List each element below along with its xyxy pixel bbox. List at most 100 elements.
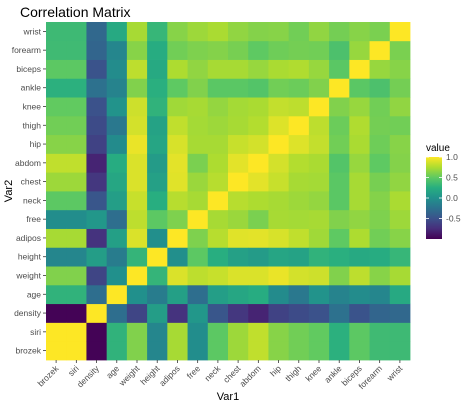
heatmap-cell-height-biceps [147,59,168,79]
heatmap-cell-hip-adipos [268,228,290,248]
heatmap-cell-thigh-height [288,247,310,267]
heatmap-cell-thigh-brozek [288,341,310,361]
y-axis-ticks: brozek siri density age weight height adipos fr… [12,26,46,356]
x-tick-label-density: density [75,363,102,390]
heatmap-cell-neck-abdom [207,153,229,173]
heatmap-cell-neck-weight [207,266,229,286]
heatmap-cell-thigh-knee [288,97,310,117]
y-tick-label-height: height [18,252,42,262]
heatmap-cell-biceps-wrist [349,22,370,42]
heatmap-cell-abdom-knee [248,97,269,117]
heatmap-cell-brozek-abdom [46,153,67,173]
heatmap-cell-neck-biceps [207,59,229,79]
heatmap-cell-neck-free [207,209,229,229]
heatmap-cell-abdom-hip [248,134,269,154]
y-tick-label-biceps: biceps [16,64,41,74]
heatmap-cell-thigh-hip [288,134,310,154]
heatmap-cell-height-weight [147,266,168,286]
heatmap-cell-hip-neck [268,191,290,211]
heatmap-cell-adipos-density [167,303,188,323]
x-tick-label-wrist: wrist [384,363,405,384]
heatmap-cell-chest-free [228,209,249,229]
heatmap-cell-free-hip [187,134,209,154]
heatmap-cell-free-thigh [187,115,209,136]
heatmap-cell-weight-free [126,209,148,229]
heatmap-cell-knee-thigh [308,115,330,136]
heatmap-cell-brozek-adipos [46,228,67,248]
heatmap-cell-thigh-free [288,209,310,229]
heatmap-cell-chest-biceps [228,59,249,79]
heatmap-cell-age-age [106,284,128,305]
heatmap-cell-biceps-chest [349,172,370,192]
heatmap-cell-wrist-thigh [389,115,411,136]
heatmap-cell-free-brozek [187,341,209,361]
y-tick-label-forearm: forearm [12,45,41,55]
heatmap-cell-wrist-weight [389,266,411,286]
heatmap-cell-free-free [187,209,209,229]
y-tick-label-thigh: thigh [23,120,42,130]
heatmap-cell-ankle-ankle [329,78,350,98]
heatmap-cell-thigh-forearm [288,40,310,60]
heatmap-cell-height-abdom [147,153,168,173]
heatmap-cell-biceps-height [349,247,370,267]
heatmap-cell-biceps-free [349,209,370,229]
heatmap-cell-height-density [147,303,168,323]
heatmap-cell-ankle-brozek [329,341,350,361]
heatmap-cell-forearm-knee [369,97,391,117]
heatmap-cell-knee-density [308,303,330,323]
heatmap-cell-hip-brozek [268,341,290,361]
heatmap-cell-brozek-forearm [46,40,67,60]
heatmap-cell-weight-chest [126,172,148,192]
heatmap-cell-siri-biceps [66,59,87,79]
heatmap-cell-knee-chest [308,172,330,192]
y-tick-label-adipos: adipos [16,233,41,243]
heatmap-cell-thigh-chest [288,172,310,192]
heatmap-cell-density-brozek [86,341,108,361]
heatmap-cell-chest-wrist [228,22,249,42]
heatmap-cell-abdom-brozek [248,341,269,361]
heatmap-cell-siri-forearm [66,40,87,60]
legend-tick-label: -0.5 [446,214,461,224]
heatmap-cell-weight-age [126,284,148,305]
heatmap-cell-abdom-density [248,303,269,323]
heatmap-cell-siri-knee [66,97,87,117]
heatmap-cell-wrist-biceps [389,59,411,79]
heatmap-cell-siri-ankle [66,78,87,98]
heatmap-cell-thigh-siri [288,322,310,342]
heatmap-cell-age-chest [106,172,128,192]
heatmap-cell-neck-height [207,247,229,267]
heatmap-cell-forearm-hip [369,134,391,154]
heatmap-cell-density-free [86,209,108,229]
heatmap-cell-neck-ankle [207,78,229,98]
heatmap-cell-neck-thigh [207,115,229,136]
heatmap-cell-ankle-chest [329,172,350,192]
heatmap-cell-abdom-neck [248,191,269,211]
heatmap-cell-ankle-weight [329,266,350,286]
heatmap-cell-wrist-density [389,303,411,323]
heatmap-cell-density-adipos [86,228,108,248]
heatmap-cell-siri-brozek [66,341,87,361]
heatmap-cell-neck-wrist [207,22,229,42]
heatmap-cell-ankle-density [329,303,350,323]
heatmap-cell-biceps-density [349,303,370,323]
heatmap-cell-hip-weight [268,266,290,286]
heatmap-cell-biceps-neck [349,191,370,211]
heatmap-cell-wrist-chest [389,172,411,192]
heatmap-cell-free-wrist [187,22,209,42]
x-tick-label-siri: siri [66,363,81,378]
heatmap-cell-neck-neck [207,191,229,211]
heatmap-cell-free-forearm [187,40,209,60]
heatmap-cell-abdom-chest [248,172,269,192]
heatmap-cell-weight-density [126,303,148,323]
chart-title: Correlation Matrix [20,4,130,20]
heatmap-cell-age-adipos [106,228,128,248]
x-tick-label-weight: weight [116,363,142,389]
x-tick-label-hip: hip [268,363,283,378]
heatmap-cell-wrist-brozek [389,341,411,361]
heatmap-cell-age-knee [106,97,128,117]
heatmap-cell-neck-brozek [207,341,229,361]
heatmap-cell-siri-chest [66,172,87,192]
heatmap-cell-hip-hip [268,134,290,154]
